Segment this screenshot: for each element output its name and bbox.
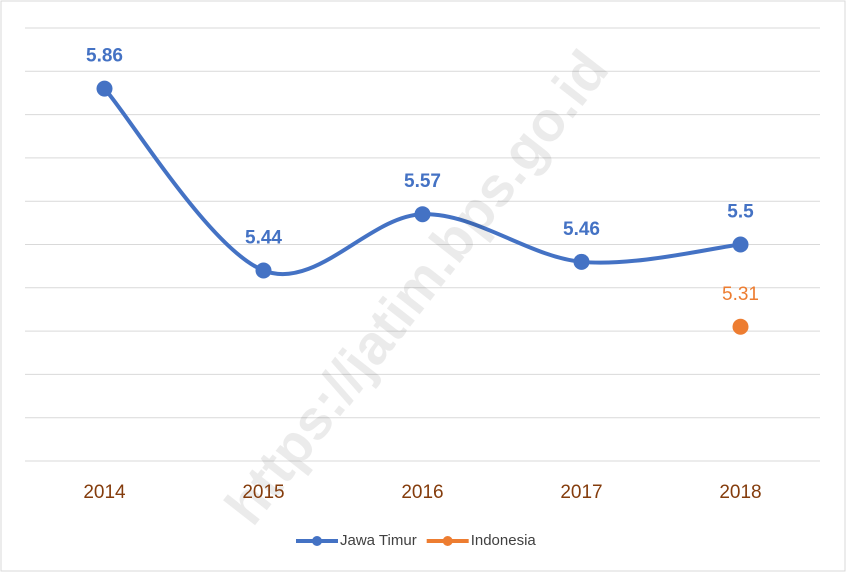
legend-label: Jawa Timur [340,532,417,549]
legend-marker [312,536,322,546]
x-tick-label: 2017 [560,482,602,503]
x-tick-label: 2018 [719,482,761,503]
data-label: 5.86 [86,46,123,67]
x-tick-label: 2015 [242,482,284,503]
data-label: 5.44 [245,227,282,248]
data-label: 5.57 [404,171,441,192]
data-point [732,236,749,253]
data-point [573,253,590,270]
marks: 5.86 5.44 5.57 5.46 5.5 5.31 [86,46,759,335]
data-label: 5.5 [727,202,754,223]
series-line [102,87,741,277]
data-point [414,206,431,223]
data-point [255,262,272,279]
legend-marker [442,536,453,546]
data-label: 5.46 [563,219,600,240]
x-tick-label: 2014 [83,482,126,503]
grid [25,27,820,462]
data-point [732,318,749,335]
data-point [96,80,113,97]
x-tick-label: 2016 [401,482,443,503]
data-label: 5.31 [722,284,759,305]
legend-label: Indonesia [471,532,537,549]
